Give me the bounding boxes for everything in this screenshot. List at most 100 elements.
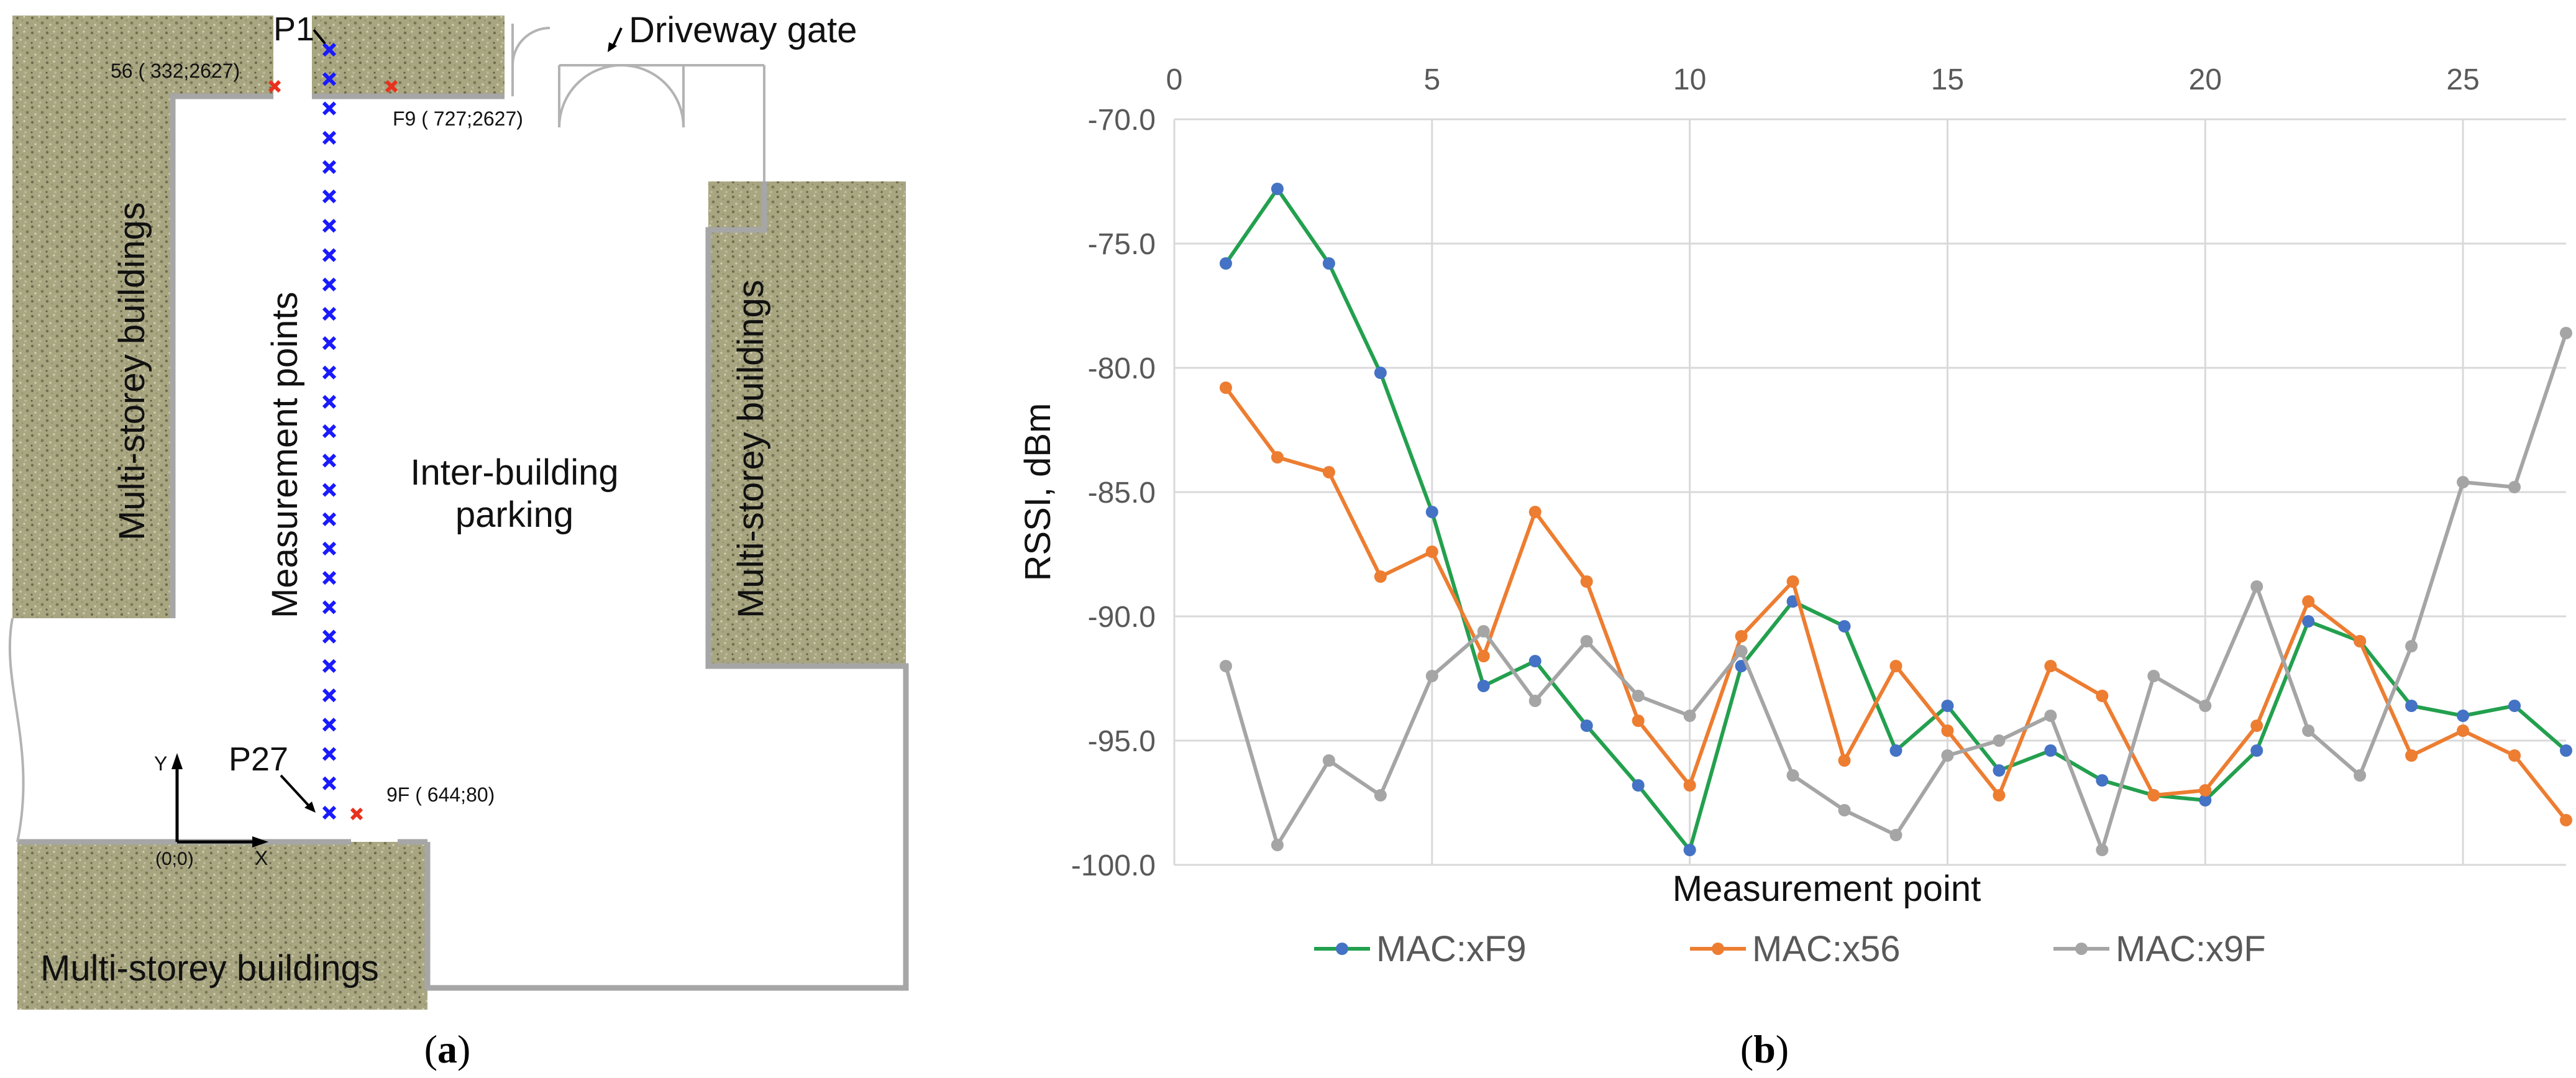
driveway-gate-icon — [511, 27, 764, 128]
y-tick-label: -95.0 — [1088, 725, 1156, 758]
measurement-point-marker-icon — [322, 130, 337, 145]
x-tick-label: 20 — [2189, 63, 2222, 96]
measurement-point-marker-icon — [322, 454, 337, 468]
data-point — [2457, 724, 2470, 737]
data-point — [1993, 734, 2006, 747]
data-point — [1477, 625, 1490, 637]
data-point — [1838, 804, 1851, 816]
data-point — [2457, 476, 2470, 488]
measurement-point-marker-icon — [322, 336, 337, 350]
origin-label: (0;0) — [155, 849, 194, 869]
access-point-marker-56-icon — [268, 80, 281, 93]
data-point — [2199, 794, 2212, 806]
x-tick-label: 5 — [1423, 63, 1440, 96]
data-point — [1528, 655, 1541, 667]
data-point — [1580, 575, 1593, 588]
data-point — [1528, 506, 1541, 518]
y-axis-label: RSSI, dBm — [1018, 403, 1058, 582]
data-point — [2560, 814, 2572, 826]
measurement-point-marker-icon — [322, 483, 337, 497]
axis-y-label: Y — [154, 752, 167, 775]
data-point — [2096, 774, 2109, 787]
data-point — [2199, 700, 2212, 712]
data-point — [1632, 690, 1645, 702]
ap-9f-label: 9F ( 644;80) — [386, 783, 495, 806]
data-point — [2044, 744, 2057, 757]
gate-arrowhead-icon — [608, 42, 617, 52]
measurement-point-marker-icon — [322, 805, 337, 820]
data-point — [2354, 635, 2367, 647]
y-tick-label: -75.0 — [1088, 228, 1156, 261]
data-point — [1374, 570, 1387, 583]
data-point — [1322, 754, 1335, 767]
measurement-point-marker-icon — [322, 571, 337, 585]
data-point — [2560, 744, 2572, 757]
parking-label-line2: parking — [455, 495, 573, 535]
building-left-top — [12, 16, 273, 96]
data-point — [1735, 645, 1748, 657]
measurement-points-label: Measurement points — [265, 292, 305, 618]
legend-swatch-marker — [2075, 943, 2088, 955]
y-tick-label: -90.0 — [1088, 601, 1156, 634]
measurement-point-marker-icon — [322, 306, 337, 321]
legend-item: MAC:xF9 — [1314, 929, 1527, 969]
data-point — [2457, 710, 2470, 722]
data-point — [1786, 575, 1799, 588]
data-point — [2096, 844, 2109, 856]
data-point — [2096, 690, 2109, 702]
measurement-point-marker-icon — [322, 659, 337, 673]
measurement-point-marker-icon — [322, 395, 337, 409]
data-point — [1477, 680, 1490, 692]
data-point — [1889, 744, 1902, 757]
data-point — [2250, 744, 2263, 757]
x-tick-label: 10 — [1673, 63, 1706, 96]
parking-label-line1: Inter-building — [410, 452, 618, 493]
x-tick-label: 15 — [1931, 63, 1964, 96]
data-point — [1941, 700, 1954, 712]
data-point — [2250, 580, 2263, 593]
y-tick-label: -100.0 — [1071, 849, 1156, 882]
data-point — [2302, 724, 2315, 737]
y-tick-label: -80.0 — [1088, 352, 1156, 385]
measurement-point-marker-icon — [322, 160, 337, 175]
driveway-gate-label: Driveway gate — [629, 10, 857, 50]
data-point — [1322, 466, 1335, 478]
x-axis-arrowhead-icon — [252, 836, 268, 847]
data-point — [2405, 640, 2418, 652]
data-point — [1838, 754, 1851, 767]
data-point — [1322, 257, 1335, 270]
data-point — [1632, 715, 1645, 727]
panel-a-caption: (a) — [424, 1027, 471, 1071]
legend-swatch-marker — [1336, 943, 1348, 955]
measurement-point-marker-icon — [322, 512, 337, 526]
x-axis-ticks: 0 5 10 15 20 25 — [1166, 63, 2480, 96]
measurement-point-marker-icon — [322, 219, 337, 233]
measurement-point-marker-icon — [322, 101, 337, 116]
y-tick-label: -85.0 — [1088, 477, 1156, 509]
building-left-label: Multi-storey buildings — [112, 202, 152, 541]
data-point — [2302, 595, 2315, 608]
data-point — [1219, 381, 1232, 394]
building-bottom — [17, 842, 427, 1010]
y-tick-label: -70.0 — [1088, 104, 1156, 137]
measurement-point-marker-icon — [322, 190, 337, 204]
measurement-point-marker-icon — [322, 42, 337, 57]
legend-label: MAC:x9F — [2116, 929, 2266, 969]
data-point — [1632, 779, 1645, 792]
chart-gridlines — [1173, 118, 2566, 866]
data-point — [2302, 615, 2315, 628]
chart-series — [1219, 183, 2572, 856]
data-point — [2147, 670, 2160, 682]
measurement-point-marker-icon — [322, 718, 337, 732]
p27-arrow-icon — [280, 774, 312, 809]
building-top-middle — [312, 16, 505, 96]
access-point-marker-9f-icon — [350, 807, 363, 821]
panel-b-caption-letter: b — [1753, 1027, 1776, 1071]
data-point — [1838, 620, 1851, 633]
data-point — [1271, 839, 1284, 851]
data-point — [1889, 829, 1902, 841]
data-point — [1683, 779, 1696, 792]
data-point — [2508, 481, 2521, 493]
data-point — [2250, 719, 2263, 732]
access-point-marker-f9-icon — [385, 80, 398, 93]
